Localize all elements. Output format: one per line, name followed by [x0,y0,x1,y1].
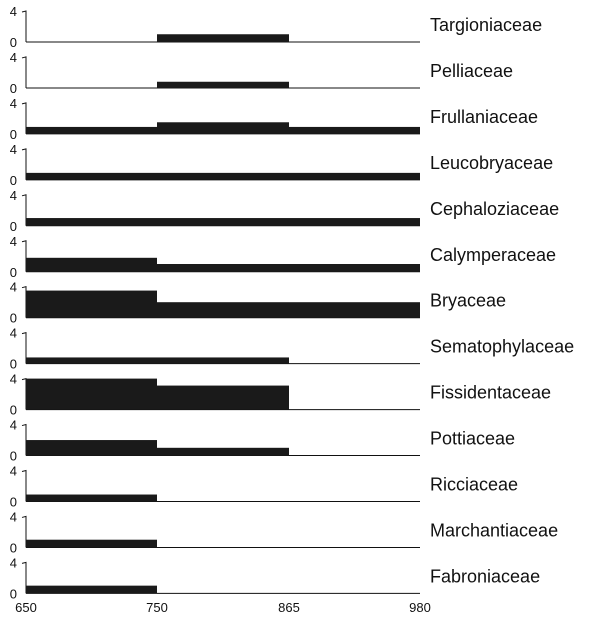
bar-segment [157,385,289,410]
y-tick-label: 0 [10,540,17,555]
row-y-axis [21,194,27,226]
y-tick-label: 0 [10,403,17,418]
family-label: Calymperaceae [430,245,556,265]
y-tick-label: 4 [10,234,17,249]
family-label: Pottiaceae [430,429,515,449]
y-tick-label: 4 [10,4,17,19]
x-tick-label: 980 [409,600,431,615]
y-tick-label: 4 [10,509,17,524]
y-tick-label: 0 [10,35,17,50]
y-tick-label: 4 [10,372,17,387]
y-tick-label: 4 [10,418,17,433]
bar-segment [26,539,157,548]
bar-segment [157,34,289,42]
row-y-axis [21,377,27,410]
family-label: Sematophylaceae [430,337,574,357]
bar-segment [26,585,157,594]
bar-segment [26,126,157,134]
y-tick-label: 0 [10,357,17,372]
bar-segment [26,172,157,180]
x-tick-label: 750 [146,600,168,615]
bar-segment [157,172,289,180]
row-y-axis [21,56,27,88]
bar-segment [289,126,420,134]
family-label: Fabroniaceae [430,566,540,586]
y-tick-label: 4 [10,464,17,479]
row-y-axis [21,423,27,456]
bar-segment [26,290,157,318]
y-tick-label: 4 [10,50,17,65]
family-label: Leucobryaceae [430,153,553,173]
x-tick-label: 865 [278,600,300,615]
row-y-axis [21,148,27,180]
row-y-axis [21,102,27,134]
bar-segment [289,218,420,226]
bar-segment [26,218,157,226]
row-y-axis [21,561,27,594]
family-label: Marchantiaceae [430,520,558,540]
y-tick-label: 4 [10,326,17,341]
bar-segment [157,81,289,88]
family-label: Cephaloziaceae [430,199,559,219]
row-y-axis [21,469,27,502]
y-tick-label: 0 [10,495,17,510]
family-label: Frullaniaceae [430,107,538,127]
y-tick-label: 0 [10,173,17,188]
x-tick-label: 650 [15,600,37,615]
y-tick-label: 4 [10,188,17,203]
bar-segment [26,494,157,502]
bar-segment [26,440,157,456]
bar-segment [26,378,157,410]
bar-segment [157,264,289,272]
y-tick-label: 0 [10,219,17,234]
row-y-axis [21,515,27,548]
family-label: Pelliaceae [430,61,513,81]
y-tick-label: 0 [10,265,17,280]
bar-segment [289,172,420,180]
y-tick-label: 4 [10,142,17,157]
family-label: Bryaceae [430,291,506,311]
bar-segment [26,357,157,364]
y-tick-label: 0 [10,81,17,96]
family-label: Ricciaceae [430,475,518,495]
row-y-axis [21,286,27,318]
y-tick-label: 4 [10,555,17,570]
y-tick-label: 0 [10,127,17,142]
bar-segment [157,357,289,364]
y-tick-label: 0 [10,311,17,326]
y-tick-label: 4 [10,280,17,295]
row-y-axis [21,240,27,272]
bar-segment [157,218,289,226]
y-tick-label: 4 [10,96,17,111]
bar-segment [157,122,289,134]
row-y-axis [21,10,27,42]
y-tick-label: 0 [10,586,17,601]
row-y-axis [21,332,27,364]
bar-segment [157,302,289,318]
bar-segment [289,264,420,272]
bar-segment [289,302,420,318]
y-tick-label: 0 [10,449,17,464]
family-label: Fissidentaceae [430,383,551,403]
family-label: Targioniaceae [430,15,542,35]
bar-segment [157,447,289,456]
bar-segment [26,257,157,272]
